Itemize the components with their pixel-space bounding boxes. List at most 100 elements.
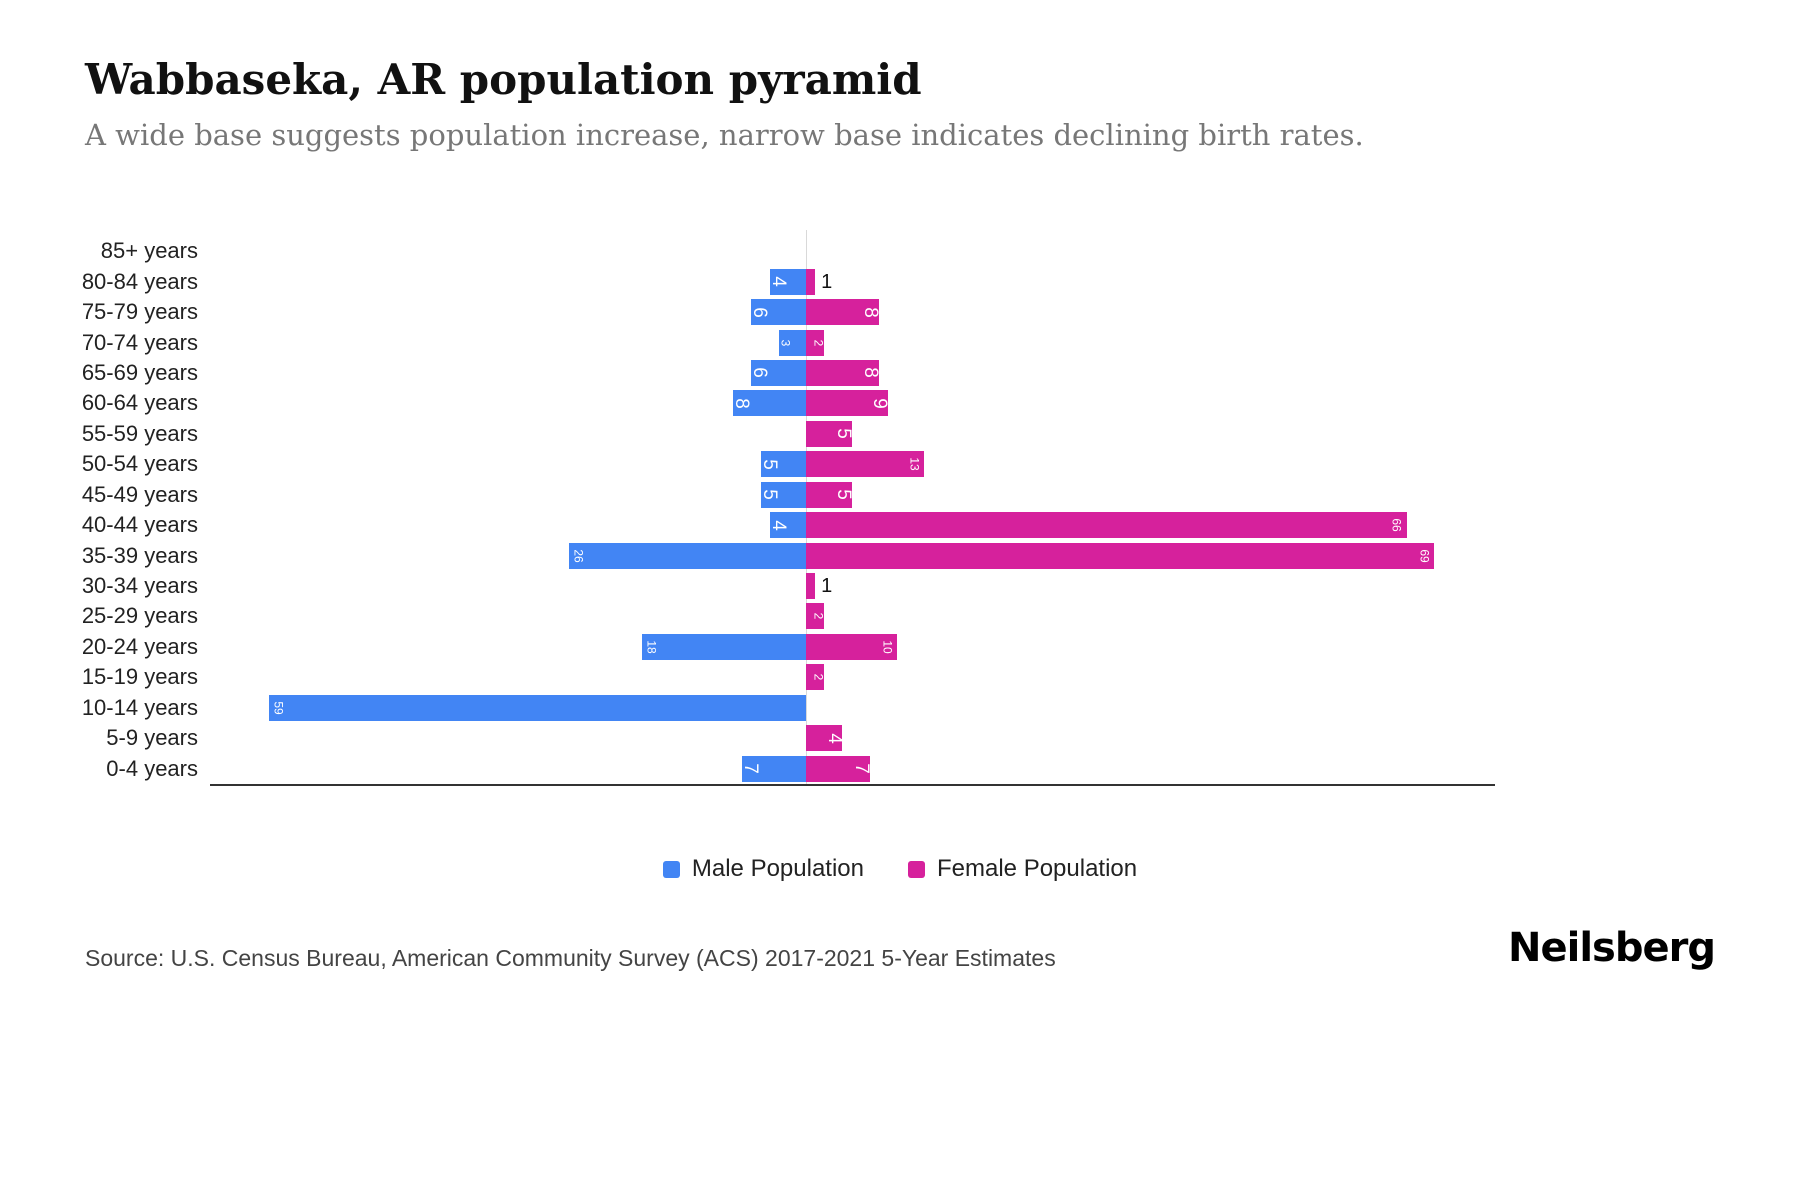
male-zone: 4	[210, 512, 806, 539]
bar-value-label: 5	[832, 428, 854, 440]
age-group-label: 85+ years	[100, 238, 198, 264]
male-zone: 5	[210, 451, 806, 478]
female-zone: 1	[806, 268, 1495, 295]
male-bar: 7	[740, 755, 806, 782]
male-bar: 6	[749, 299, 806, 326]
bar-value-label: 2	[810, 674, 825, 681]
female-legend-swatch	[908, 860, 925, 878]
chart-legend: Male Population Female Population	[0, 855, 1800, 883]
pyramid-chart: 85+ years 80-84 years 4 1 75-79 years 6 8 70-74…	[60, 230, 1495, 786]
male-bar: 5	[758, 451, 806, 478]
legend-item-male: Male Population	[662, 855, 864, 883]
chart-row: 10-14 years 59	[60, 693, 1495, 723]
male-zone: 7	[210, 755, 806, 782]
bar-value-label: 59	[271, 701, 286, 715]
female-zone: 10	[806, 633, 1495, 660]
female-zone: 13	[806, 451, 1495, 478]
age-group-label: 70-74 years	[81, 329, 198, 355]
bar-value-label: 13	[907, 457, 922, 471]
female-bar: 7	[806, 755, 872, 782]
male-zone: 3	[210, 329, 806, 356]
brand-logo: Neilsberg	[1508, 925, 1716, 971]
legend-item-female: Female Population	[908, 855, 1137, 883]
age-group-label: 45-49 years	[81, 481, 198, 507]
female-bar: 2	[806, 603, 825, 630]
bar-value-label: 7	[850, 763, 872, 774]
female-zone: 2	[806, 329, 1495, 356]
female-zone: 2	[806, 603, 1495, 630]
female-bar: 8	[806, 359, 881, 386]
male-zone: 8	[210, 390, 806, 417]
age-group-label: 40-44 years	[81, 512, 198, 538]
bar-value-label: 3	[778, 339, 793, 346]
male-bar: 26	[569, 542, 806, 569]
female-legend-label: Female Population	[937, 855, 1138, 882]
male-legend-swatch	[662, 860, 680, 878]
female-bar	[806, 268, 816, 295]
male-zone	[210, 573, 806, 599]
chart-row: 85+ years	[60, 236, 1495, 266]
chart-row: 25-29 years 2	[60, 601, 1495, 631]
female-bar: 13	[806, 451, 925, 478]
bar-value-label: 5	[832, 489, 854, 501]
chart-row: 70-74 years 3 2	[60, 327, 1495, 357]
age-group-label: 30-34 years	[81, 573, 198, 599]
female-bar: 69	[806, 542, 1434, 569]
chart-row: 30-34 years 1	[60, 571, 1495, 601]
bar-value-label: 69	[1417, 548, 1432, 563]
age-group-label: 20-24 years	[81, 633, 198, 659]
chart-row: 75-79 years 6 8	[60, 297, 1495, 327]
bar-value-label: 5	[758, 458, 780, 470]
male-legend-label: Male Population	[691, 855, 864, 882]
chart-row: 55-59 years 5	[60, 419, 1495, 449]
age-group-label: 10-14 years	[81, 694, 198, 720]
male-bar: 4	[767, 512, 806, 539]
female-zone: 5	[806, 481, 1495, 508]
female-bar: 4	[806, 725, 845, 752]
female-zone	[806, 695, 1495, 721]
male-bar: 5	[758, 481, 806, 508]
female-zone: 2	[806, 664, 1495, 691]
chart-row: 65-69 years 6 8	[60, 358, 1495, 388]
age-group-label: 55-59 years	[81, 420, 198, 446]
female-bar: 66	[806, 512, 1407, 539]
female-bar: 5	[806, 481, 854, 508]
bar-value-label: 5	[758, 489, 780, 501]
male-zone: 6	[210, 359, 806, 386]
female-zone: 8	[806, 359, 1495, 386]
male-bar: 6	[749, 359, 806, 386]
bar-value-label: 1	[821, 575, 833, 598]
chart-row: 0-4 years 7 7	[60, 753, 1495, 783]
page-subtitle: A wide base suggests population increase…	[85, 118, 1364, 152]
male-zone	[210, 603, 806, 629]
bar-value-label: 4	[823, 732, 845, 744]
female-zone: 66	[806, 512, 1495, 539]
age-group-label: 0-4 years	[106, 755, 198, 781]
bar-value-label: 6	[749, 306, 771, 318]
age-group-label: 5-9 years	[106, 725, 198, 751]
female-bar: 10	[806, 633, 897, 660]
bar-value-label: 10	[880, 640, 895, 654]
female-zone	[806, 238, 1495, 264]
female-zone: 5	[806, 420, 1495, 447]
female-bar: 8	[806, 299, 881, 326]
male-zone: 59	[210, 694, 806, 721]
age-group-label: 80-84 years	[81, 268, 198, 294]
age-group-label: 75-79 years	[81, 299, 198, 325]
bar-value-label: 26	[572, 548, 587, 563]
chart-row: 40-44 years 4 66	[60, 510, 1495, 540]
male-zone: 26	[210, 542, 806, 569]
chart-row: 80-84 years 4 1	[60, 266, 1495, 296]
male-zone	[210, 421, 806, 447]
bar-value-label: 1	[821, 270, 833, 293]
male-zone: 18	[210, 633, 806, 660]
male-bar: 4	[767, 268, 806, 295]
bar-value-label: 7	[740, 763, 762, 774]
bar-value-label: 2	[810, 339, 825, 346]
female-bar: 9	[806, 390, 890, 417]
chart-rows: 85+ years 80-84 years 4 1 75-79 years 6 8 70-74…	[60, 236, 1495, 784]
female-zone: 8	[806, 299, 1495, 326]
female-zone: 4	[806, 725, 1495, 752]
bar-value-label: 4	[767, 519, 789, 531]
x-axis-line	[210, 784, 1495, 786]
